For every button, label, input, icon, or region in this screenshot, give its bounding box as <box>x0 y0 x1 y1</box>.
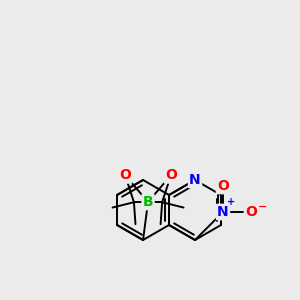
Text: −: − <box>258 202 268 212</box>
Text: O: O <box>245 205 257 219</box>
Text: B: B <box>143 195 153 209</box>
Text: N: N <box>189 173 201 187</box>
Text: O: O <box>119 168 131 182</box>
Text: +: + <box>227 197 235 207</box>
Text: N: N <box>217 205 229 219</box>
Text: O: O <box>217 179 229 193</box>
Text: O: O <box>165 168 177 182</box>
